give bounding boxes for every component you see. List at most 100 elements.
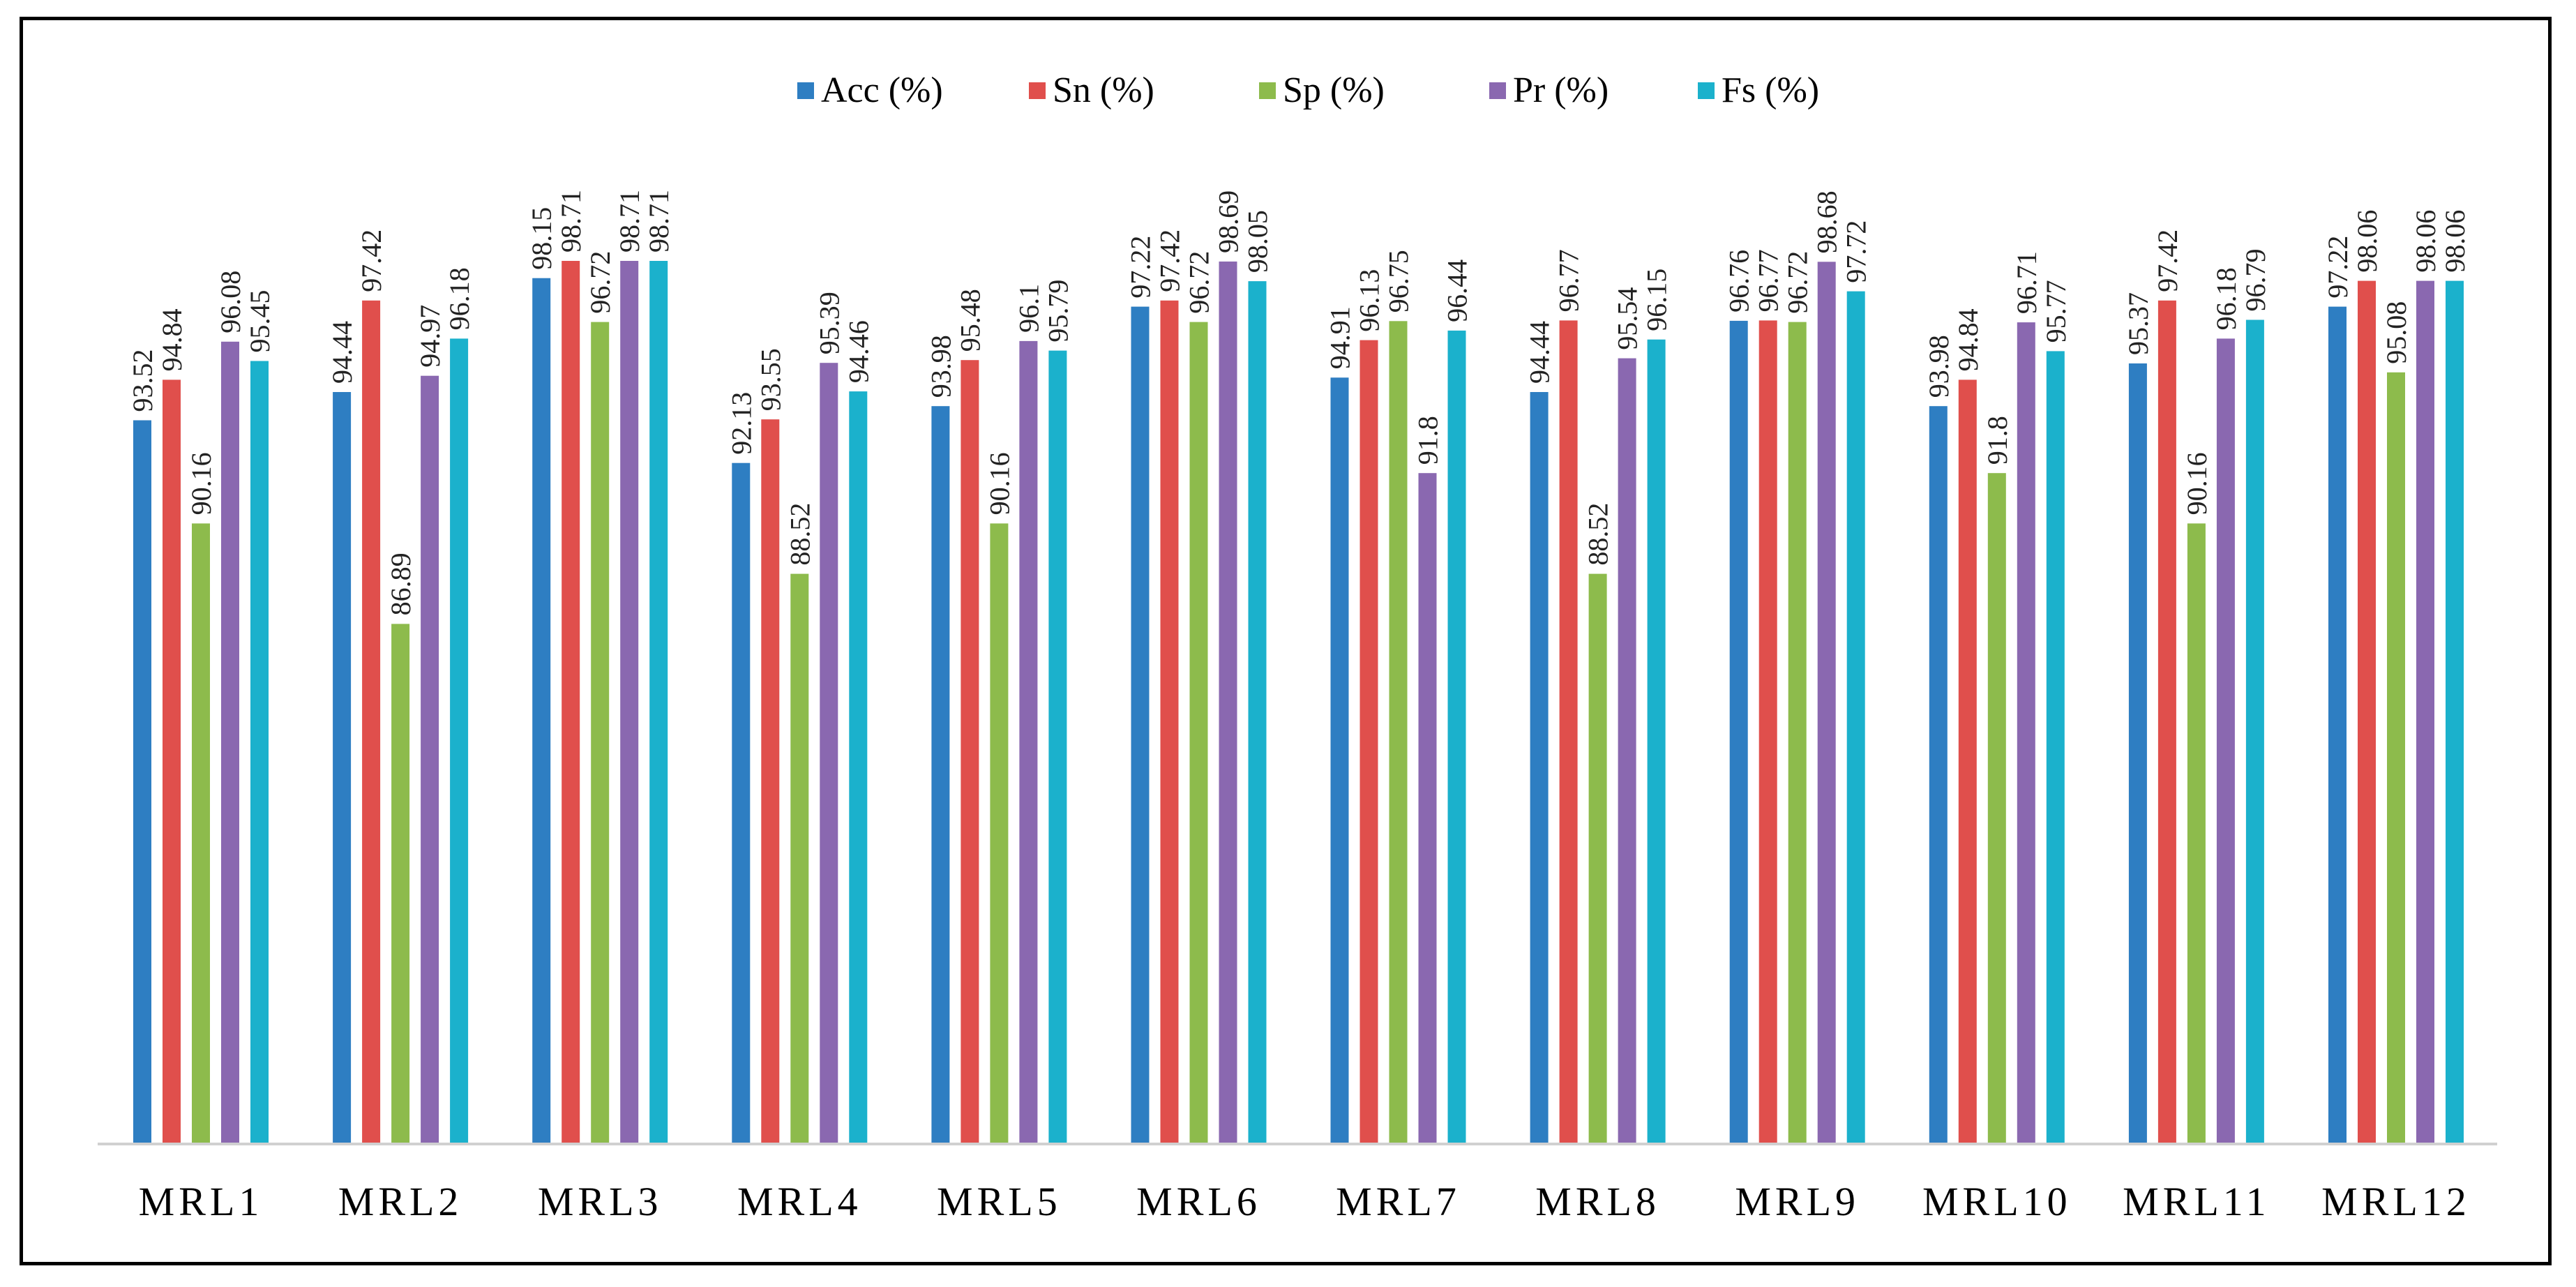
x-tick-label: MRL1 [139,1179,264,1224]
bar-MRL12-s3 [2387,372,2405,1143]
bar-MRL5-s4 [1019,340,1038,1143]
data-label-MRL5-s1: 93.98 [925,335,956,398]
data-label-MRL9-s1: 96.76 [1724,250,1755,313]
bar-MRL9-s1 [1729,320,1748,1143]
legend: Acc (%) Sn (%) Sp (%) Pr (%) Fs (%) [797,70,1819,110]
data-label-MRL12-s3: 95.08 [2381,301,2412,364]
bar-MRL1-s1 [133,420,151,1143]
bar-MRL12-s5 [2446,280,2464,1143]
data-label-MRL1-s3: 90.16 [186,452,217,515]
bar-MRL6-s4 [1219,261,1237,1143]
bars-group [133,261,2464,1143]
bar-MRL10-s3 [1987,473,2006,1143]
bar-MRL10-s5 [2046,351,2065,1143]
data-label-MRL4-s5: 94.46 [843,320,874,383]
bar-MRL6-s3 [1189,322,1208,1143]
data-label-MRL1-s1: 93.52 [127,349,158,412]
bar-MRL4-s5 [849,391,868,1143]
x-tick-label: MRL9 [1735,1179,1860,1224]
data-label-MRL6-s2: 97.42 [1154,229,1186,292]
data-label-MRL11-s3: 90.16 [2181,452,2213,515]
bar-MRL8-s4 [1618,358,1636,1143]
data-label-MRL7-s1: 94.91 [1325,306,1356,369]
legend-label-s2: Sn (%) [1053,70,1154,110]
data-label-MRL9-s2: 96.77 [1753,249,1784,312]
x-tick-label: MRL11 [2123,1179,2270,1224]
bar-MRL11-s3 [2187,523,2206,1143]
data-label-MRL7-s5: 96.44 [1442,259,1473,322]
bar-MRL7-s1 [1330,377,1349,1143]
data-label-MRL5-s3: 90.16 [984,452,1015,515]
bar-MRL9-s3 [1788,322,1807,1143]
bar-MRL10-s4 [2017,322,2035,1143]
bar-MRL3-s2 [562,261,580,1143]
bar-MRL7-s3 [1389,321,1408,1143]
bar-MRL8-s3 [1588,573,1607,1143]
x-tick-labels: MRL1 MRL2 MRL3 MRL4 MRL5 MRL6 MRL7 MRL8 MRL9 MRL1… [139,1179,2471,1224]
legend-swatch-s2 [1029,82,1046,99]
bar-MRL7-s2 [1359,340,1378,1143]
x-tick-label: MRL7 [1336,1179,1461,1224]
bar-MRL12-s1 [2328,306,2347,1143]
x-tick-label: MRL3 [538,1179,663,1224]
data-label-MRL7-s2: 96.13 [1354,269,1385,332]
bar-MRL9-s2 [1758,320,1777,1143]
bar-MRL2-s3 [391,624,410,1143]
legend-swatch-s4 [1489,82,1506,99]
data-label-MRL2-s3: 86.89 [385,552,416,615]
bar-MRL3-s1 [532,278,551,1143]
data-label-MRL10-s1: 93.98 [1923,335,1954,398]
x-tick-label: MRL5 [937,1179,1062,1224]
bar-MRL2-s4 [421,375,439,1143]
data-label-MRL5-s4: 96.1 [1013,284,1044,333]
x-tick-label: MRL12 [2321,1179,2471,1224]
data-label-MRL7-s4: 91.8 [1413,416,1444,465]
data-label-MRL8-s1: 94.44 [1524,321,1556,384]
bar-MRL10-s1 [1929,406,1948,1143]
data-label-MRL3-s3: 96.72 [585,251,616,314]
data-label-MRL2-s1: 94.44 [326,321,358,384]
bar-MRL1-s4 [221,341,239,1143]
bar-MRL1-s3 [192,523,210,1143]
data-label-MRL10-s5: 95.77 [2040,280,2072,343]
bar-MRL11-s2 [2157,300,2176,1143]
legend-label-s3: Sp (%) [1283,70,1385,110]
bar-MRL7-s5 [1447,330,1466,1143]
data-label-MRL6-s4: 98.69 [1213,190,1244,253]
bar-MRL4-s2 [761,419,780,1143]
legend-label-s1: Acc (%) [821,70,943,110]
bar-MRL8-s1 [1530,392,1549,1143]
data-label-MRL10-s2: 94.84 [1952,308,1984,371]
bar-MRL2-s5 [450,338,469,1143]
bar-MRL12-s4 [2416,280,2434,1143]
x-tick-label: MRL8 [1535,1179,1660,1224]
data-label-MRL1-s2: 94.84 [156,308,188,371]
data-label-MRL5-s2: 95.48 [954,289,986,352]
data-label-MRL1-s4: 96.08 [215,271,246,333]
data-label-MRL4-s1: 92.13 [725,392,757,455]
bar-MRL3-s3 [591,322,610,1143]
x-tick-label: MRL4 [737,1179,862,1224]
legend-swatch-s1 [797,82,814,99]
legend-swatch-s5 [1698,82,1715,99]
bar-MRL2-s1 [333,392,352,1143]
data-label-MRL4-s4: 95.39 [813,292,845,354]
data-label-MRL4-s3: 88.52 [784,503,815,566]
bar-MRL5-s3 [990,523,1009,1143]
bar-MRL5-s1 [931,406,950,1143]
bar-MRL10-s2 [1958,379,1977,1143]
data-label-MRL9-s3: 96.72 [1782,251,1814,314]
bar-MRL1-s2 [163,379,181,1143]
data-label-MRL2-s5: 96.18 [444,267,475,330]
data-label-MRL5-s5: 95.79 [1042,280,1074,343]
data-label-MRL9-s4: 98.68 [1812,190,1843,253]
bar-MRL4-s1 [732,462,751,1143]
data-label-MRL2-s4: 94.97 [414,305,446,368]
x-tick-label: MRL6 [1136,1179,1261,1224]
bar-MRL9-s5 [1846,291,1865,1143]
data-label-MRL6-s1: 97.22 [1125,236,1157,299]
data-label-MRL11-s5: 96.79 [2240,249,2271,312]
bar-MRL5-s5 [1048,350,1067,1143]
